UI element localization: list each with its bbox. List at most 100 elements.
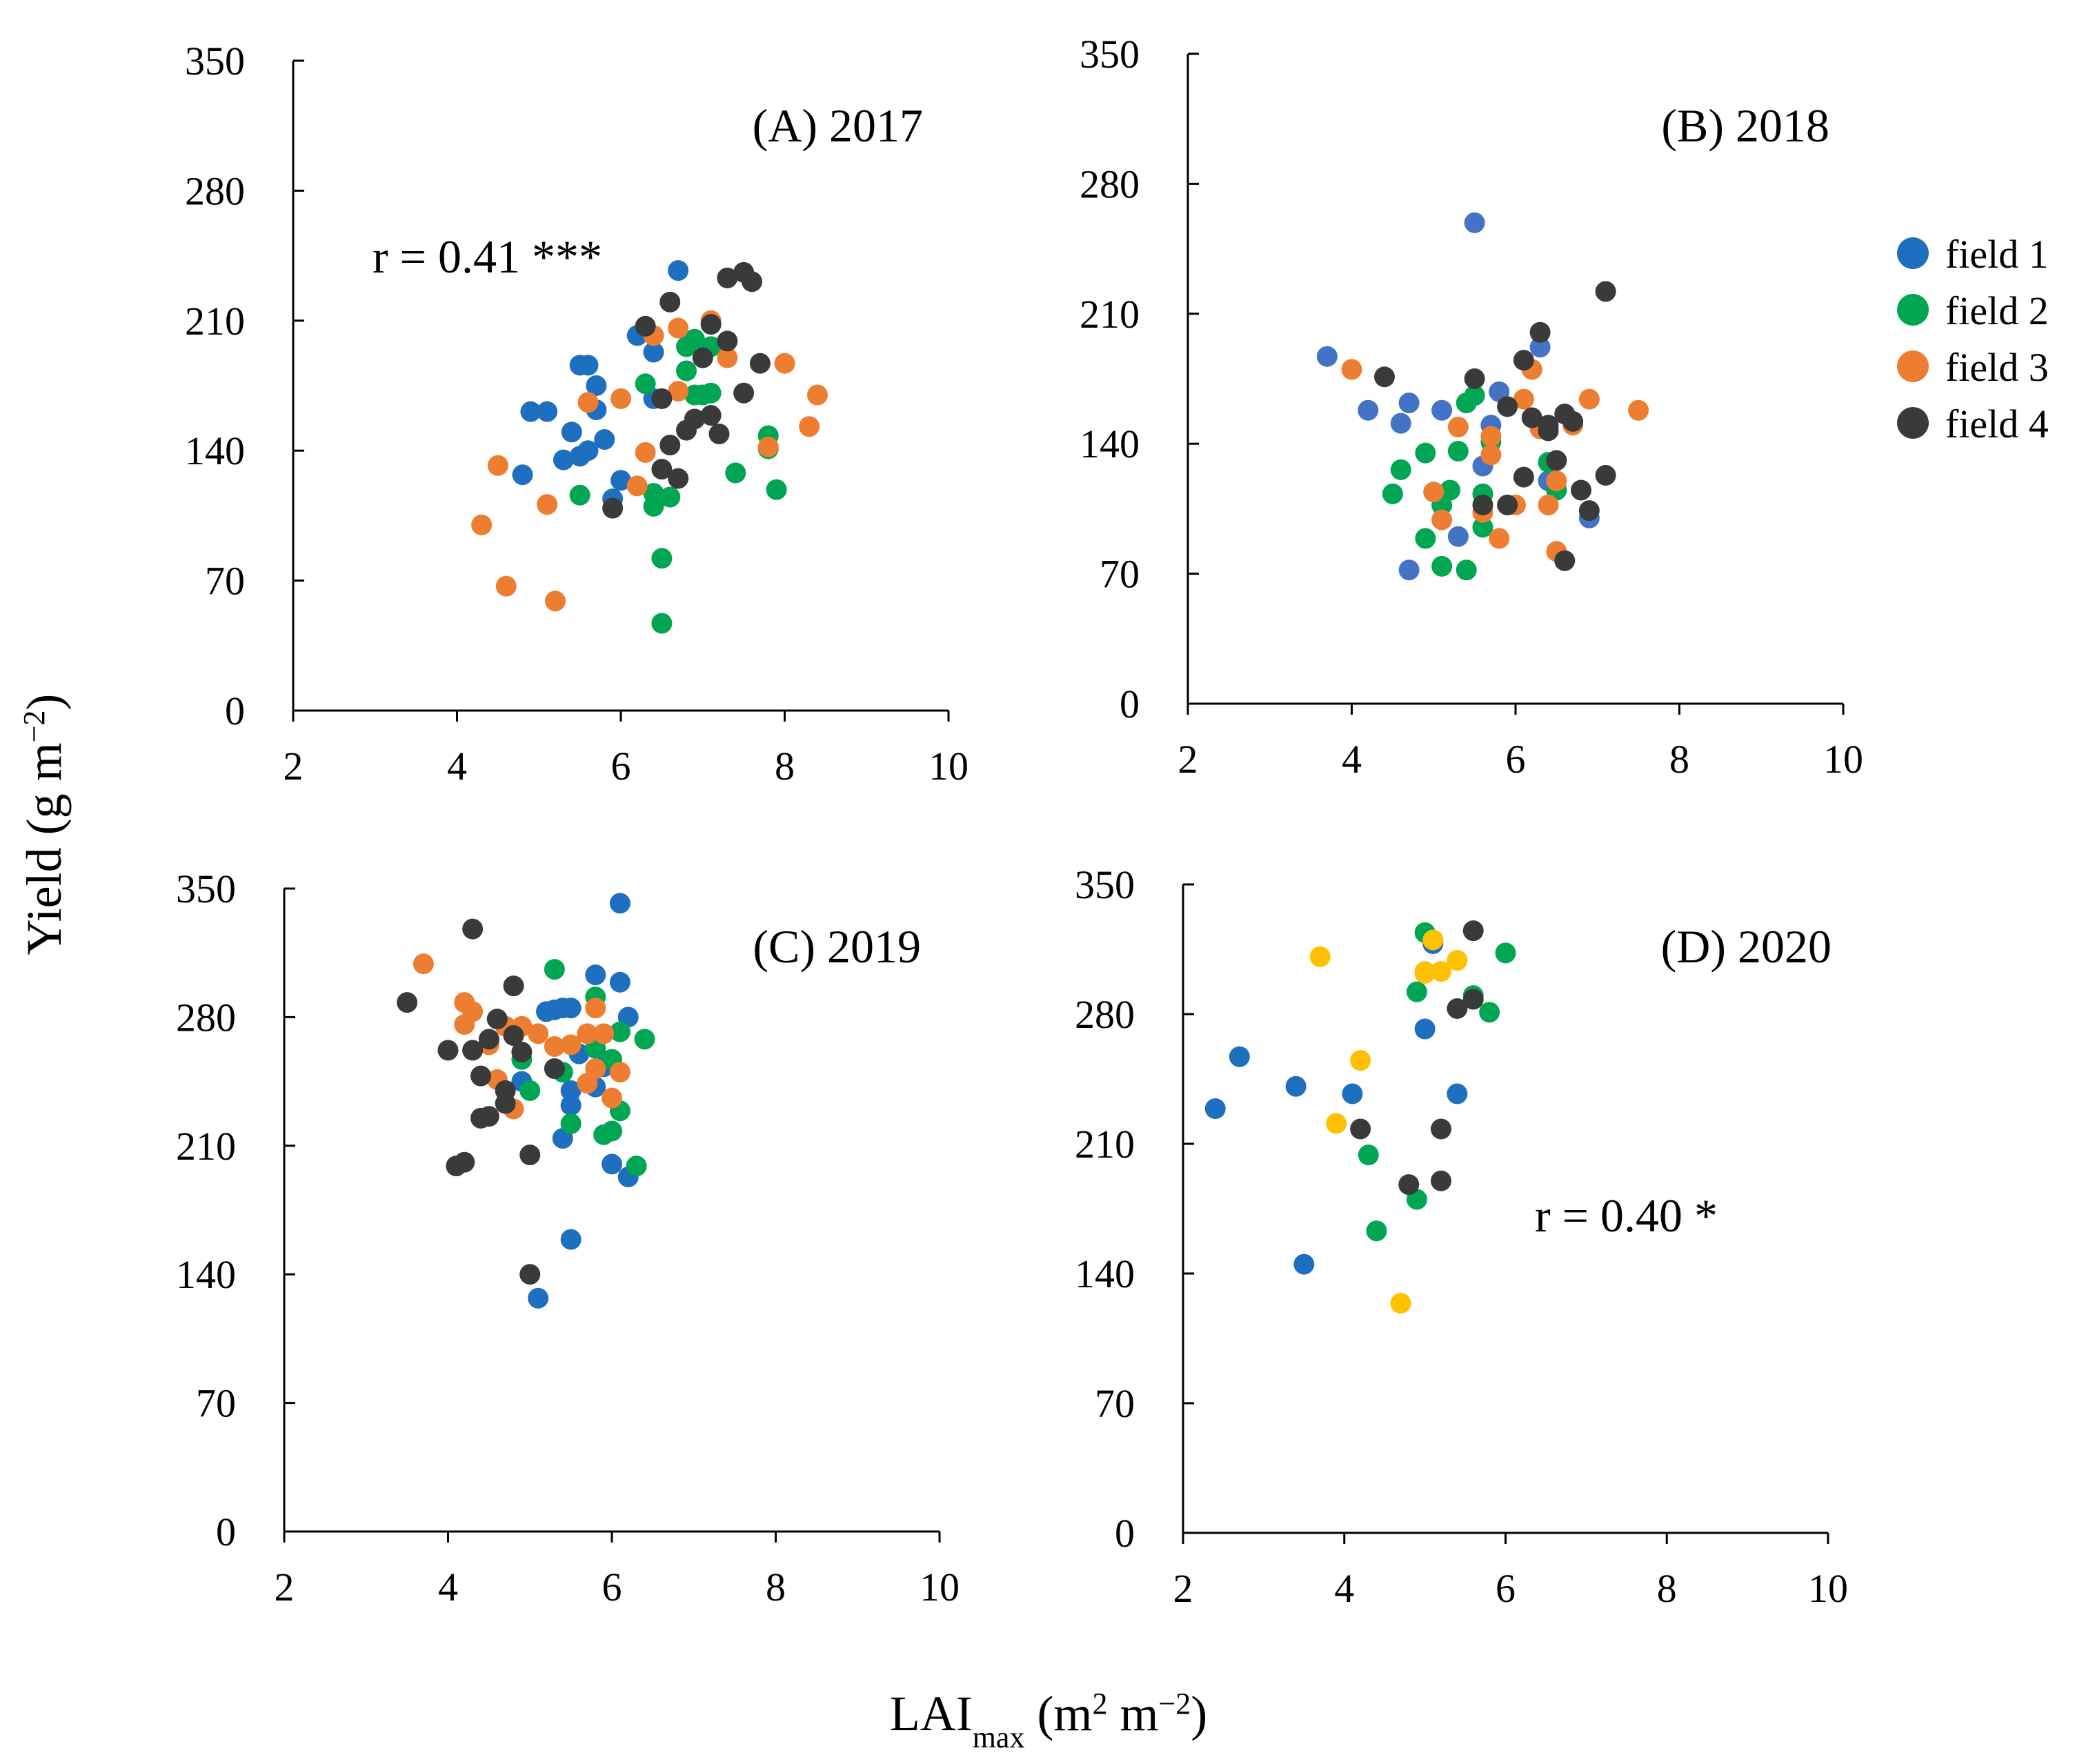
data-point <box>1628 399 1649 421</box>
data-point <box>593 1023 615 1044</box>
data-point <box>1464 368 1485 389</box>
y-tick-label: 350 <box>185 39 245 83</box>
data-point <box>1415 528 1436 549</box>
data-point <box>1462 920 1484 942</box>
panel-title: (D) 2020 <box>1661 920 1831 973</box>
data-point <box>471 514 493 535</box>
data-point <box>651 548 673 569</box>
data-point <box>1546 450 1567 471</box>
data-point <box>544 1058 565 1079</box>
data-point <box>486 1009 508 1030</box>
data-point <box>577 355 599 376</box>
data-point <box>659 435 681 456</box>
data-point <box>487 455 508 476</box>
x-tick-label: 6 <box>1496 1566 1516 1611</box>
data-point <box>626 1156 647 1177</box>
data-point <box>684 408 705 430</box>
data-point <box>519 1264 541 1285</box>
legend-marker <box>1897 350 1929 382</box>
data-point <box>495 575 517 597</box>
y-axis-title: Yield (g m−2) <box>17 694 72 955</box>
data-point <box>1358 1144 1379 1166</box>
x-tick-label: 10 <box>1823 737 1863 782</box>
x-tick-label: 10 <box>1808 1566 1848 1611</box>
legend-label: field 3 <box>1945 345 2049 390</box>
data-point <box>1571 479 1591 501</box>
x-tick-label: 4 <box>1342 737 1362 782</box>
data-point <box>503 1025 524 1047</box>
data-point <box>1513 388 1534 410</box>
data-point <box>651 459 673 480</box>
data-point <box>1513 466 1534 488</box>
data-point <box>1431 399 1453 421</box>
series-field-3 <box>1309 929 1468 1314</box>
data-point <box>1529 321 1551 343</box>
data-point <box>1398 559 1420 581</box>
data-point <box>651 613 673 634</box>
data-point <box>1462 989 1484 1010</box>
panel-2: 2 4 6 8 10 0 70 140 210 280 350 (B) 2018 <box>1080 32 1863 782</box>
data-point <box>1406 981 1427 1002</box>
data-point <box>749 353 771 374</box>
data-point <box>1390 459 1411 480</box>
data-point <box>1447 998 1468 1019</box>
series-field-1 <box>1316 212 1600 581</box>
data-point <box>708 423 730 444</box>
data-point <box>1326 1113 1347 1134</box>
data-point <box>1229 1046 1250 1067</box>
data-point <box>1431 509 1453 531</box>
data-point <box>1447 1083 1468 1104</box>
data-point <box>594 429 615 450</box>
x-tick-label: 10 <box>920 1565 960 1609</box>
data-point <box>1497 495 1518 516</box>
data-point <box>1422 929 1444 951</box>
data-point <box>512 464 533 486</box>
data-point <box>462 1040 484 1061</box>
data-point <box>1578 388 1600 410</box>
y-tick-label: 70 <box>196 1381 236 1426</box>
x-axis-title-sub: max <box>973 1721 1025 1754</box>
data-point <box>1447 440 1469 462</box>
series-field-4 <box>1374 281 1616 571</box>
data-point <box>1415 442 1436 464</box>
data-point <box>503 975 524 997</box>
legend-marker <box>1897 237 1929 269</box>
y-tick-label: 0 <box>216 1509 236 1554</box>
data-point <box>1431 1170 1451 1191</box>
data-point <box>520 401 542 422</box>
data-point <box>635 315 656 337</box>
data-point <box>1350 1050 1371 1071</box>
y-tick-label: 280 <box>1080 161 1140 206</box>
y-tick-label: 280 <box>176 995 236 1040</box>
data-point <box>643 495 664 517</box>
data-point <box>537 401 558 422</box>
data-point <box>1595 281 1616 302</box>
data-point <box>659 486 681 508</box>
data-point <box>478 1106 499 1127</box>
data-point <box>766 479 787 500</box>
y-tick-label: 70 <box>1095 1381 1135 1426</box>
panel-3: 2 4 6 8 10 0 70 140 210 280 350 (C) 2019 <box>176 866 960 1609</box>
y-tick-label: 350 <box>176 866 236 911</box>
y-tick-label: 140 <box>1075 1251 1135 1296</box>
data-point <box>1562 410 1584 432</box>
data-point <box>610 470 631 491</box>
data-point <box>462 1001 484 1022</box>
x-tick-label: 2 <box>275 1565 295 1609</box>
data-point <box>569 484 590 506</box>
data-point <box>478 1029 499 1050</box>
data-point <box>635 442 656 463</box>
x-tick-label: 8 <box>1669 737 1689 782</box>
x-tick-label: 4 <box>438 1565 458 1609</box>
data-point <box>757 436 779 457</box>
correlation-annotation: r = 0.40 * <box>1535 1189 1718 1242</box>
x-tick-label: 10 <box>929 744 969 789</box>
data-point <box>602 1087 622 1109</box>
data-point <box>610 388 631 409</box>
data-point <box>495 1080 516 1101</box>
data-point <box>1595 464 1616 486</box>
data-point <box>668 317 689 339</box>
data-point <box>537 494 558 515</box>
y-tick-label: 70 <box>1100 552 1140 597</box>
